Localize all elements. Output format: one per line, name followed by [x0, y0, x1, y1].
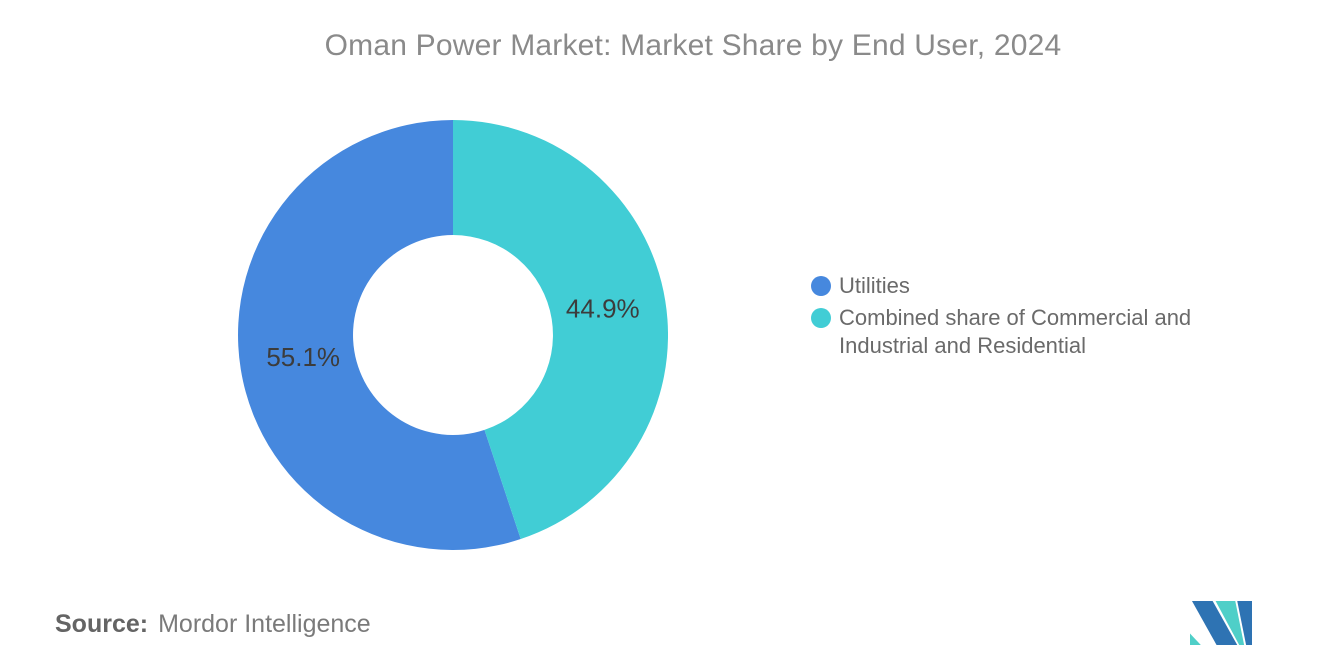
donut-chart: 55.1% 44.9% — [238, 120, 668, 550]
legend-item-utilities: Utilities — [811, 272, 1221, 300]
legend-marker-combined-icon — [811, 308, 831, 328]
chart-legend: Utilities Combined share of Commercial a… — [811, 272, 1221, 360]
chart-title: Oman Power Market: Market Share by End U… — [324, 29, 1062, 62]
source-line: Source: Mordor Intelligence — [55, 610, 371, 639]
legend-label-combined: Combined share of Commercial and Industr… — [839, 305, 1192, 358]
donut-slice-label-0: 55.1% — [266, 342, 340, 372]
legend-item-combined: Combined share of Commercial and Industr… — [811, 304, 1221, 360]
donut-slice-0 — [238, 120, 521, 550]
mordor-intelligence-logo — [1190, 601, 1252, 645]
legend-marker-utilities-icon — [811, 276, 831, 296]
source-value: Mordor Intelligence — [158, 610, 371, 638]
legend-label-utilities: Utilities — [839, 273, 910, 298]
source-label: Source: — [55, 610, 149, 638]
donut-slice-1 — [453, 120, 668, 540]
donut-slice-label-1: 44.9% — [566, 294, 640, 324]
